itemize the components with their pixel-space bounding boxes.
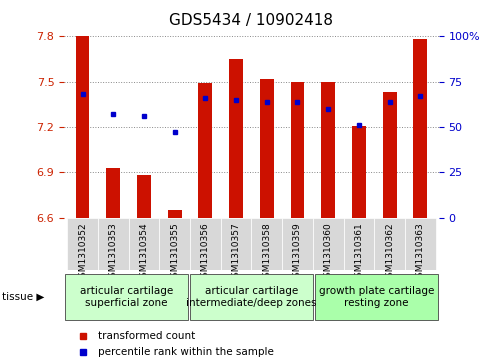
- Text: tissue ▶: tissue ▶: [2, 292, 45, 302]
- Text: GSM1310359: GSM1310359: [293, 222, 302, 283]
- Bar: [199, 83, 212, 218]
- Text: GSM1310352: GSM1310352: [78, 222, 87, 283]
- Text: GSM1310355: GSM1310355: [170, 222, 179, 283]
- Text: GSM1310362: GSM1310362: [385, 222, 394, 283]
- FancyBboxPatch shape: [221, 218, 251, 270]
- FancyBboxPatch shape: [315, 274, 438, 320]
- Bar: [137, 175, 151, 218]
- Bar: [106, 168, 120, 218]
- FancyBboxPatch shape: [190, 274, 313, 320]
- FancyBboxPatch shape: [313, 218, 344, 270]
- Text: GSM1310360: GSM1310360: [324, 222, 333, 283]
- Bar: [383, 92, 396, 218]
- Text: GDS5434 / 10902418: GDS5434 / 10902418: [170, 13, 333, 28]
- Text: articular cartilage
superficial zone: articular cartilage superficial zone: [80, 286, 173, 307]
- Text: GSM1310358: GSM1310358: [262, 222, 271, 283]
- Text: articular cartilage
intermediate/deep zones: articular cartilage intermediate/deep zo…: [186, 286, 317, 307]
- FancyBboxPatch shape: [251, 218, 282, 270]
- FancyBboxPatch shape: [282, 218, 313, 270]
- FancyBboxPatch shape: [374, 218, 405, 270]
- Bar: [75, 36, 89, 218]
- Text: GSM1310357: GSM1310357: [232, 222, 241, 283]
- FancyBboxPatch shape: [405, 218, 436, 270]
- Bar: [168, 210, 181, 218]
- Bar: [352, 126, 366, 218]
- FancyBboxPatch shape: [65, 274, 188, 320]
- Text: GSM1310354: GSM1310354: [140, 222, 148, 283]
- FancyBboxPatch shape: [190, 218, 221, 270]
- Text: GSM1310361: GSM1310361: [354, 222, 363, 283]
- FancyBboxPatch shape: [159, 218, 190, 270]
- FancyBboxPatch shape: [129, 218, 159, 270]
- Text: transformed count: transformed count: [98, 331, 195, 341]
- Bar: [229, 59, 243, 218]
- FancyBboxPatch shape: [67, 218, 98, 270]
- Text: growth plate cartilage
resting zone: growth plate cartilage resting zone: [318, 286, 434, 307]
- Text: GSM1310363: GSM1310363: [416, 222, 425, 283]
- FancyBboxPatch shape: [344, 218, 374, 270]
- Bar: [290, 82, 304, 218]
- Bar: [414, 39, 427, 218]
- Text: GSM1310353: GSM1310353: [109, 222, 118, 283]
- Text: percentile rank within the sample: percentile rank within the sample: [98, 347, 274, 357]
- Text: GSM1310356: GSM1310356: [201, 222, 210, 283]
- FancyBboxPatch shape: [98, 218, 129, 270]
- Bar: [260, 79, 274, 218]
- Bar: [321, 82, 335, 218]
